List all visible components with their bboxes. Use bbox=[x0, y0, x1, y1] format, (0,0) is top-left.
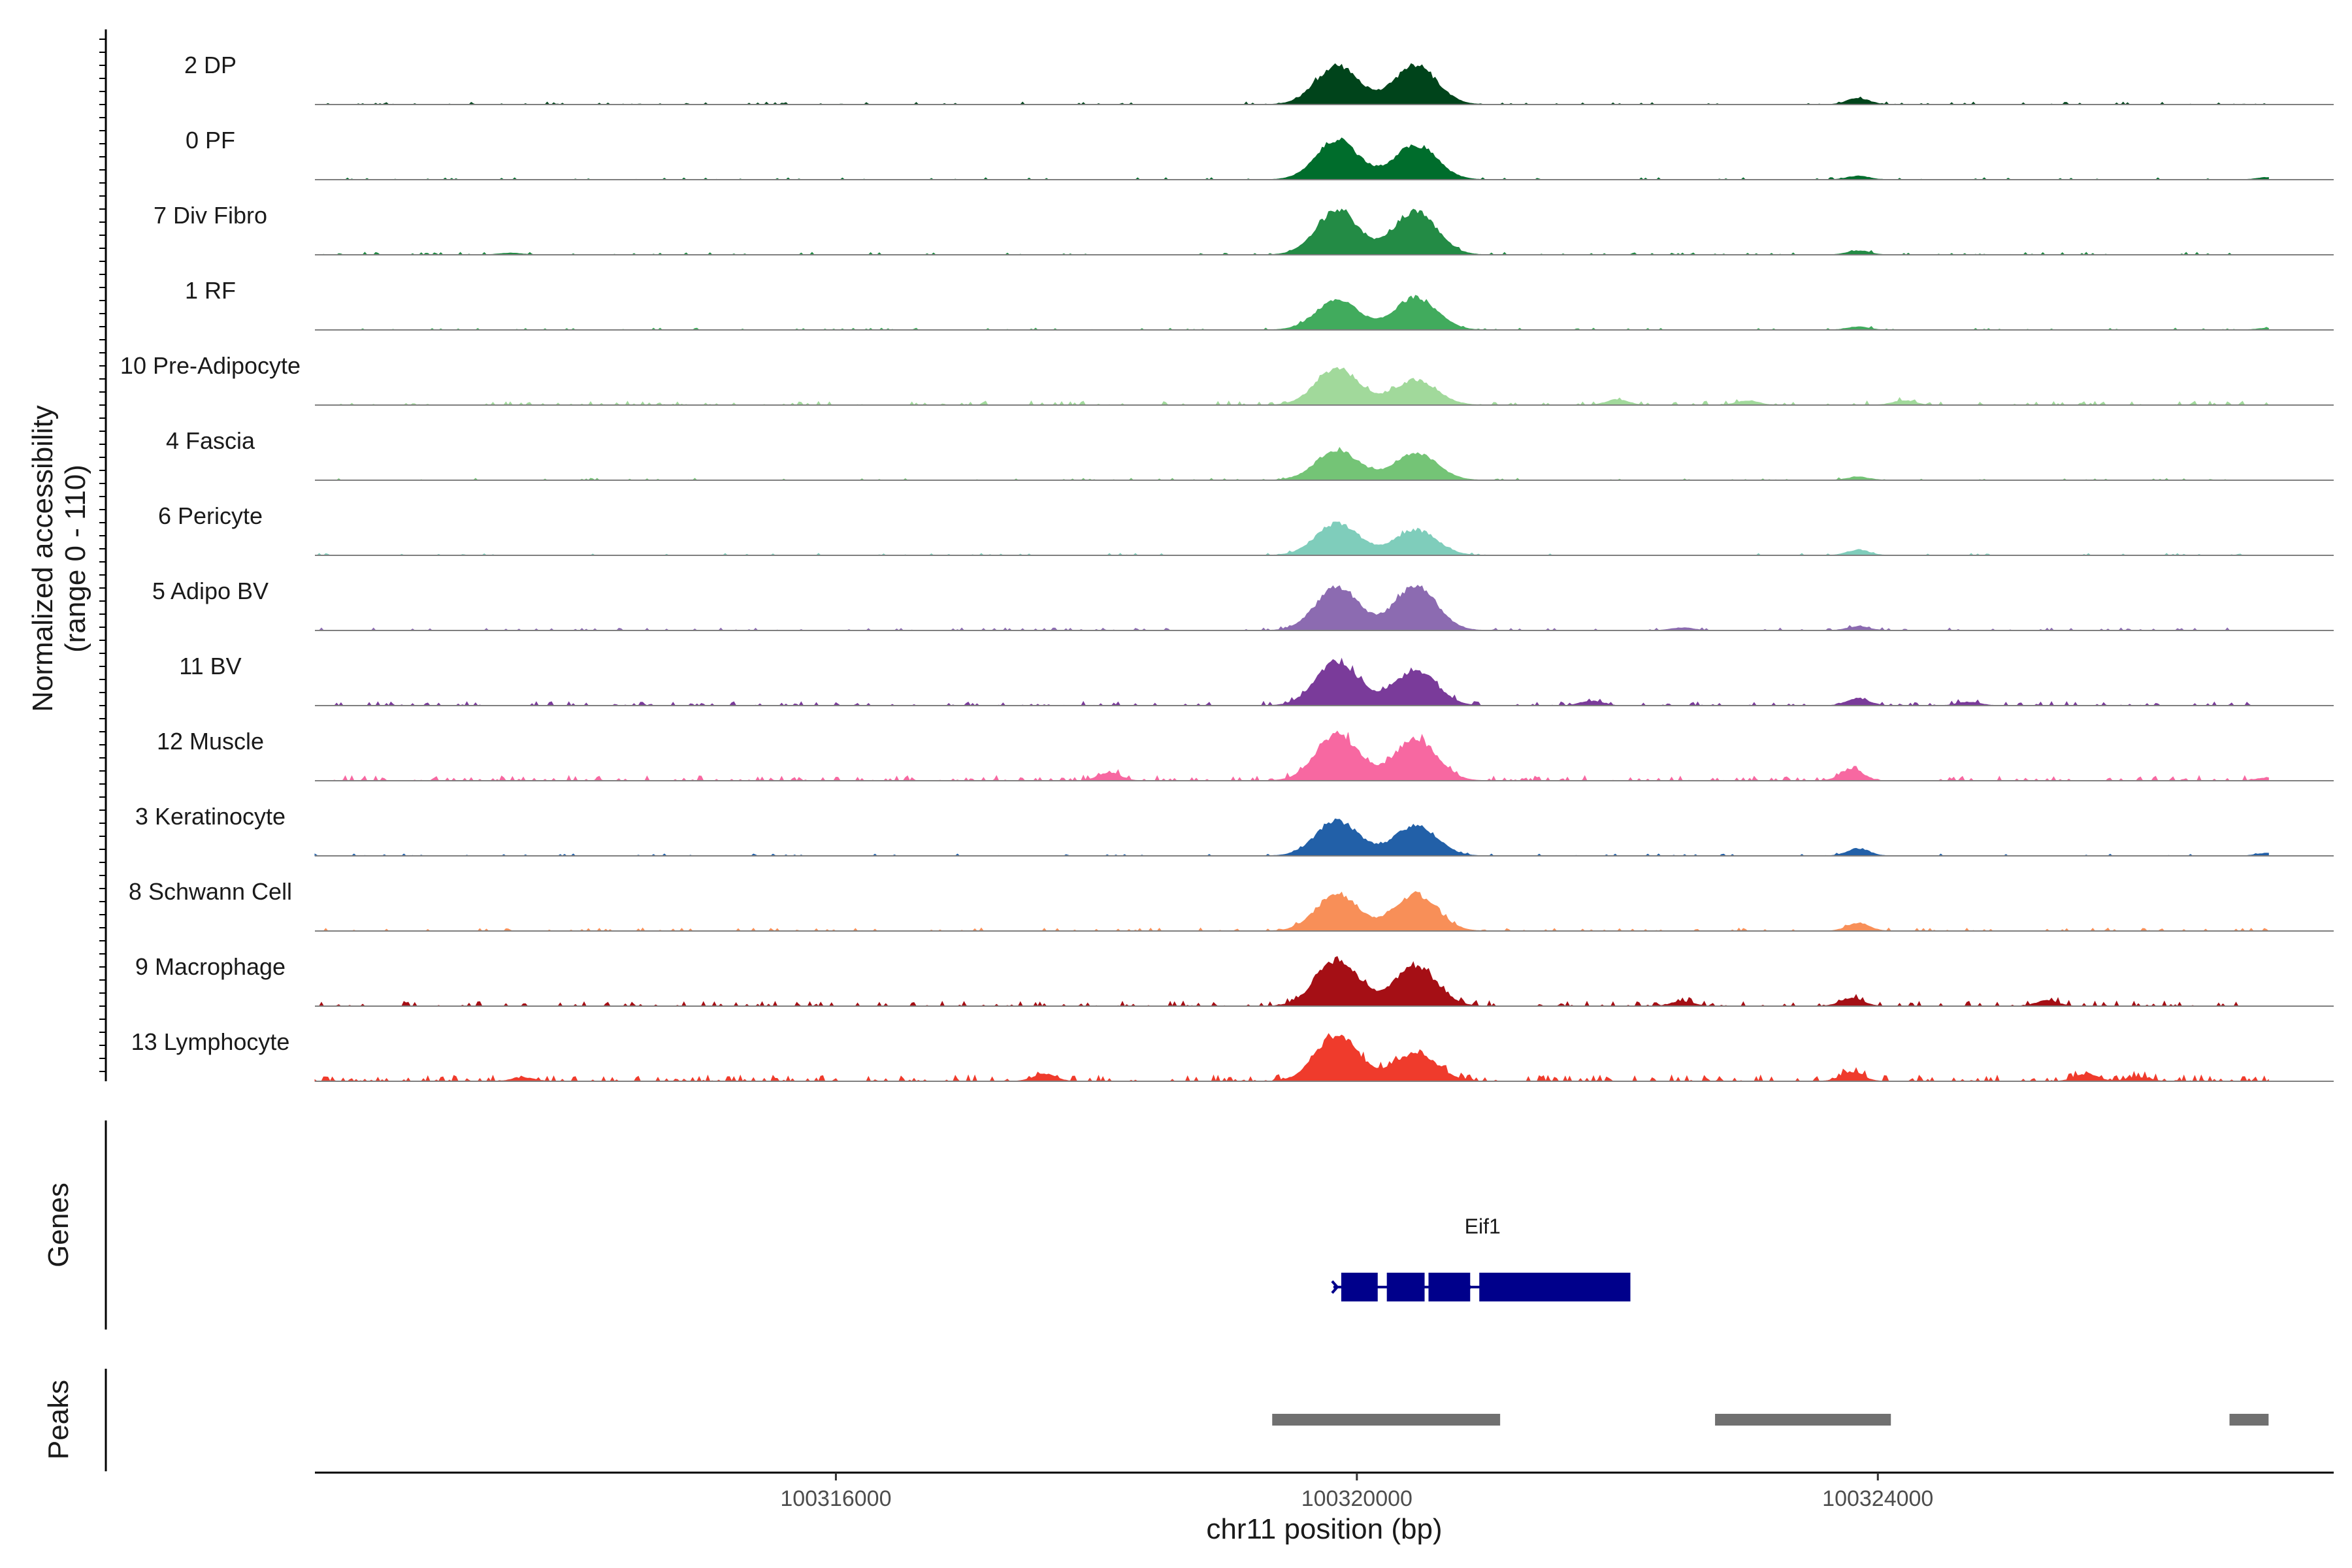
track-1-rf: 1 RF bbox=[185, 277, 2334, 331]
track-label: 7 Div Fibro bbox=[154, 202, 267, 229]
coverage-area-12-muscle bbox=[315, 730, 2269, 782]
peak-bar bbox=[1272, 1414, 1501, 1426]
coverage-y-axis-ticks bbox=[99, 39, 106, 1072]
peak-bar bbox=[2229, 1414, 2269, 1426]
gene-label: Eif1 bbox=[1465, 1215, 1501, 1238]
track-8-schwann-cell: 8 Schwann Cell bbox=[129, 878, 2334, 932]
coverage-area-10-pre-adipocyte bbox=[315, 367, 2270, 406]
track-5-adipo-bv: 5 Adipo BV bbox=[152, 578, 2334, 631]
gene-exon bbox=[1341, 1273, 1378, 1301]
track-13-lymphocyte: 13 Lymphocyte bbox=[131, 1028, 2334, 1083]
genes-panel-title: Genes bbox=[42, 1183, 74, 1267]
track-label: 4 Fascia bbox=[166, 427, 255, 454]
track-12-muscle: 12 Muscle bbox=[157, 728, 2334, 782]
track-label: 0 PF bbox=[186, 127, 235, 154]
track-0-pf: 0 PF bbox=[186, 127, 2334, 180]
track-label: 2 DP bbox=[184, 52, 237, 78]
peaks-panel bbox=[1272, 1414, 2269, 1426]
x-tick-label: 100316000 bbox=[780, 1486, 891, 1511]
track-label: 5 Adipo BV bbox=[152, 578, 269, 604]
track-6-pericyte: 6 Pericyte bbox=[158, 502, 2334, 556]
track-label: 12 Muscle bbox=[157, 728, 264, 755]
coverage-area-3-keratinocyte bbox=[314, 818, 2269, 857]
track-10-pre-adipocyte: 10 Pre-Adipocyte bbox=[120, 352, 2334, 406]
track-label: 11 BV bbox=[179, 653, 241, 679]
coverage-area-8-schwann-cell bbox=[315, 891, 2270, 932]
y-axis-title: Normalized accessibility (range 0 - 110) bbox=[27, 405, 91, 711]
gene-exon bbox=[1428, 1273, 1471, 1301]
x-tick-label: 100324000 bbox=[1822, 1486, 1933, 1511]
track-3-keratinocyte: 3 Keratinocyte bbox=[135, 803, 2334, 857]
coverage-area-9-macrophage bbox=[315, 956, 2269, 1007]
track-4-fascia: 4 Fascia bbox=[166, 427, 2334, 481]
coverage-area-4-fascia bbox=[315, 447, 2269, 481]
x-axis-title: chr11 position (bp) bbox=[1206, 1513, 1442, 1545]
track-11-bv: 11 BV bbox=[179, 653, 2334, 706]
track-7-div-fibro: 7 Div Fibro bbox=[154, 202, 2334, 255]
x-axis-ticks: 100316000 100320000 100324000 bbox=[780, 1473, 1933, 1511]
track-label: 3 Keratinocyte bbox=[135, 803, 286, 830]
track-2-dp: 2 DP bbox=[184, 52, 2334, 105]
coverage-area-13-lymphocyte bbox=[314, 1033, 2269, 1083]
y-axis-label: Normalized accessibility bbox=[27, 405, 59, 711]
coverage-area-1-rf bbox=[315, 295, 2269, 331]
track-label: 13 Lymphocyte bbox=[131, 1028, 290, 1055]
coverage-area-2-dp bbox=[315, 63, 2269, 105]
peaks-panel-title: Peaks bbox=[42, 1380, 74, 1460]
track-label: 1 RF bbox=[185, 277, 236, 304]
y-axis-range-label: (range 0 - 110) bbox=[59, 465, 91, 653]
x-tick-label: 100320000 bbox=[1301, 1486, 1413, 1511]
coverage-area-11-bv bbox=[315, 657, 2269, 706]
gene-exon bbox=[1479, 1273, 1631, 1301]
strand-arrow bbox=[1331, 1280, 1339, 1294]
gene-exon bbox=[1386, 1273, 1425, 1301]
track-9-macrophage: 9 Macrophage bbox=[135, 953, 2334, 1007]
track-label: 8 Schwann Cell bbox=[129, 878, 292, 905]
coverage-area-6-pericyte bbox=[315, 521, 2269, 556]
track-label: 10 Pre-Adipocyte bbox=[120, 352, 301, 379]
coverage-tracks: 2 DP 0 PF 7 Div Fibro 1 RF 10 Pre-Adipocyte 4… bbox=[120, 52, 2334, 1083]
strand-arrow bbox=[1463, 1280, 1472, 1294]
peak-bar bbox=[1715, 1414, 1891, 1426]
genes-panel: Eif1 bbox=[1331, 1215, 1631, 1301]
coverage-area-0-pf bbox=[315, 137, 2269, 180]
coverage-area-7-div-fibro bbox=[315, 208, 2269, 255]
coverage-area-5-adipo-bv bbox=[315, 585, 2269, 631]
gene-eif1: Eif1 bbox=[1331, 1215, 1631, 1301]
track-label: 9 Macrophage bbox=[135, 953, 286, 980]
track-label: 6 Pericyte bbox=[158, 502, 263, 529]
